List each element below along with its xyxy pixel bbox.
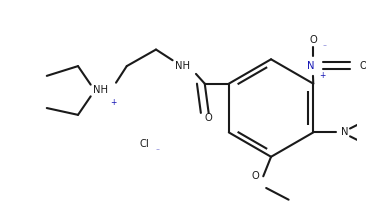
- Text: O: O: [251, 171, 259, 181]
- Text: Cl: Cl: [139, 139, 149, 149]
- Text: NH: NH: [175, 61, 190, 71]
- Text: O: O: [360, 61, 366, 71]
- Text: ⁻: ⁻: [323, 43, 327, 52]
- Text: O: O: [205, 113, 213, 123]
- Text: N: N: [307, 61, 315, 71]
- Text: ⁻: ⁻: [156, 147, 160, 155]
- Text: N: N: [341, 127, 349, 137]
- Text: O: O: [309, 35, 317, 45]
- Text: NH: NH: [93, 85, 108, 95]
- Text: +: +: [110, 98, 116, 107]
- Text: +: +: [320, 71, 326, 80]
